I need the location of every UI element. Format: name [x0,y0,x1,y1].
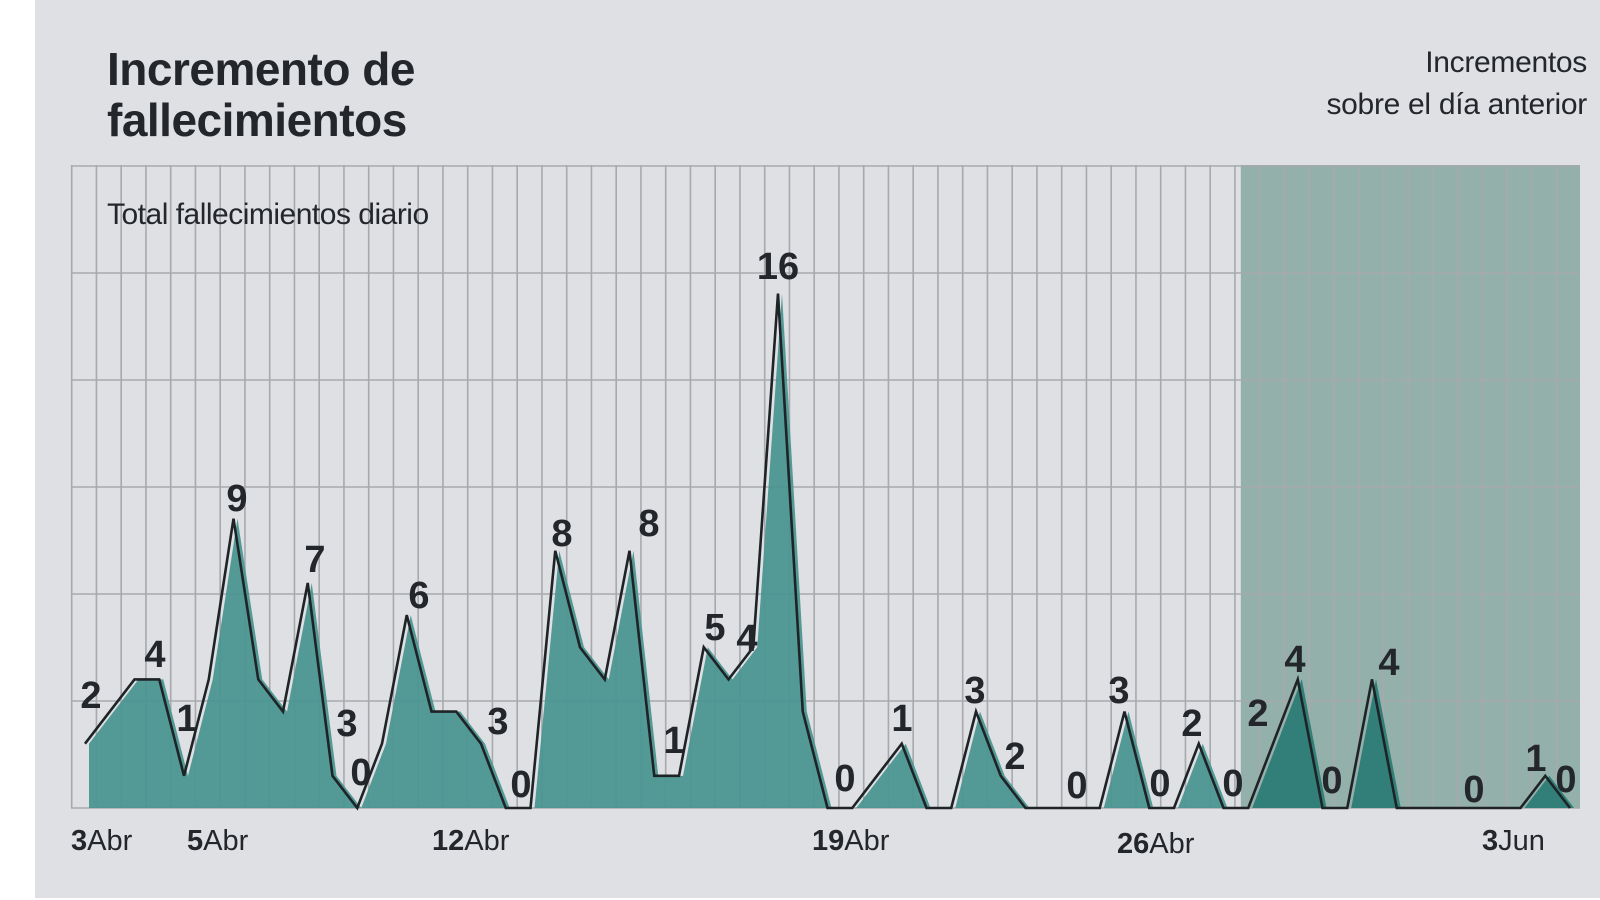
value-label: 4 [1378,642,1399,684]
x-tick-label: 19Abr [812,825,890,857]
value-label: 1 [1525,738,1546,780]
chart-note-line-1: Incrementos [1425,46,1587,79]
value-label: 1 [663,720,684,762]
x-tick-label: 26Abr [1117,828,1195,860]
x-tick-day: 3 [1482,825,1498,857]
x-tick-day: 12 [432,825,464,857]
chart-title-line-1: Incremento de [107,43,415,95]
value-label: 2 [1004,736,1025,778]
value-label: 6 [408,575,429,617]
chart-title: Incremento de fallecimientos [107,44,415,146]
value-label: 5 [704,607,725,649]
series-area [89,293,1574,809]
value-label: 0 [1149,763,1170,805]
chart-note-line-2: sobre el día anterior [1326,88,1587,121]
x-tick-label: 12Abr [432,825,510,857]
chart-title-line-2: fallecimientos [107,94,407,146]
x-tick-month: Abr [203,825,248,857]
x-tick-label: 3Jun [1482,825,1545,857]
value-label: 1 [891,698,912,740]
chart-note: Incrementos sobre el día anterior [1326,42,1587,126]
value-label: 0 [1555,759,1576,801]
x-tick-month: Jun [1498,825,1545,857]
chart-subtitle: Total fallecimientos diario [107,198,429,231]
value-label: 8 [551,513,572,555]
value-label: 4 [1284,639,1305,681]
value-label: 8 [638,503,659,545]
x-tick-month: Abr [87,825,132,857]
value-label: 4 [736,618,757,660]
value-label: 0 [1321,760,1342,802]
x-tick-label: 3Abr [71,825,133,857]
value-label: 0 [1463,769,1484,811]
value-label: 9 [226,478,247,520]
value-label: 0 [350,752,371,794]
x-tick-month: Abr [464,825,509,857]
value-label: 0 [1066,765,1087,807]
value-label: 16 [757,246,799,288]
value-label: 3 [964,670,985,712]
x-tick-month: Abr [1149,828,1194,860]
value-label: 3 [487,701,508,743]
value-label: 3 [336,703,357,745]
value-label: 2 [80,675,101,717]
x-tick-day: 19 [812,825,844,857]
value-label: 4 [144,634,165,676]
value-label: 2 [1247,693,1268,735]
value-label: 0 [834,758,855,800]
x-tick-month: Abr [844,825,889,857]
value-label: 0 [510,764,531,806]
x-tick-label: 5Abr [187,825,249,857]
x-tick-day: 5 [187,825,203,857]
value-label: 2 [1181,703,1202,745]
value-label: 7 [304,539,325,581]
value-label: 1 [176,698,197,740]
value-label: 3 [1108,670,1129,712]
series-area-highlight [1240,679,1574,808]
value-label: 0 [1222,763,1243,805]
x-tick-day: 3 [71,825,87,857]
x-tick-day: 26 [1117,828,1149,860]
